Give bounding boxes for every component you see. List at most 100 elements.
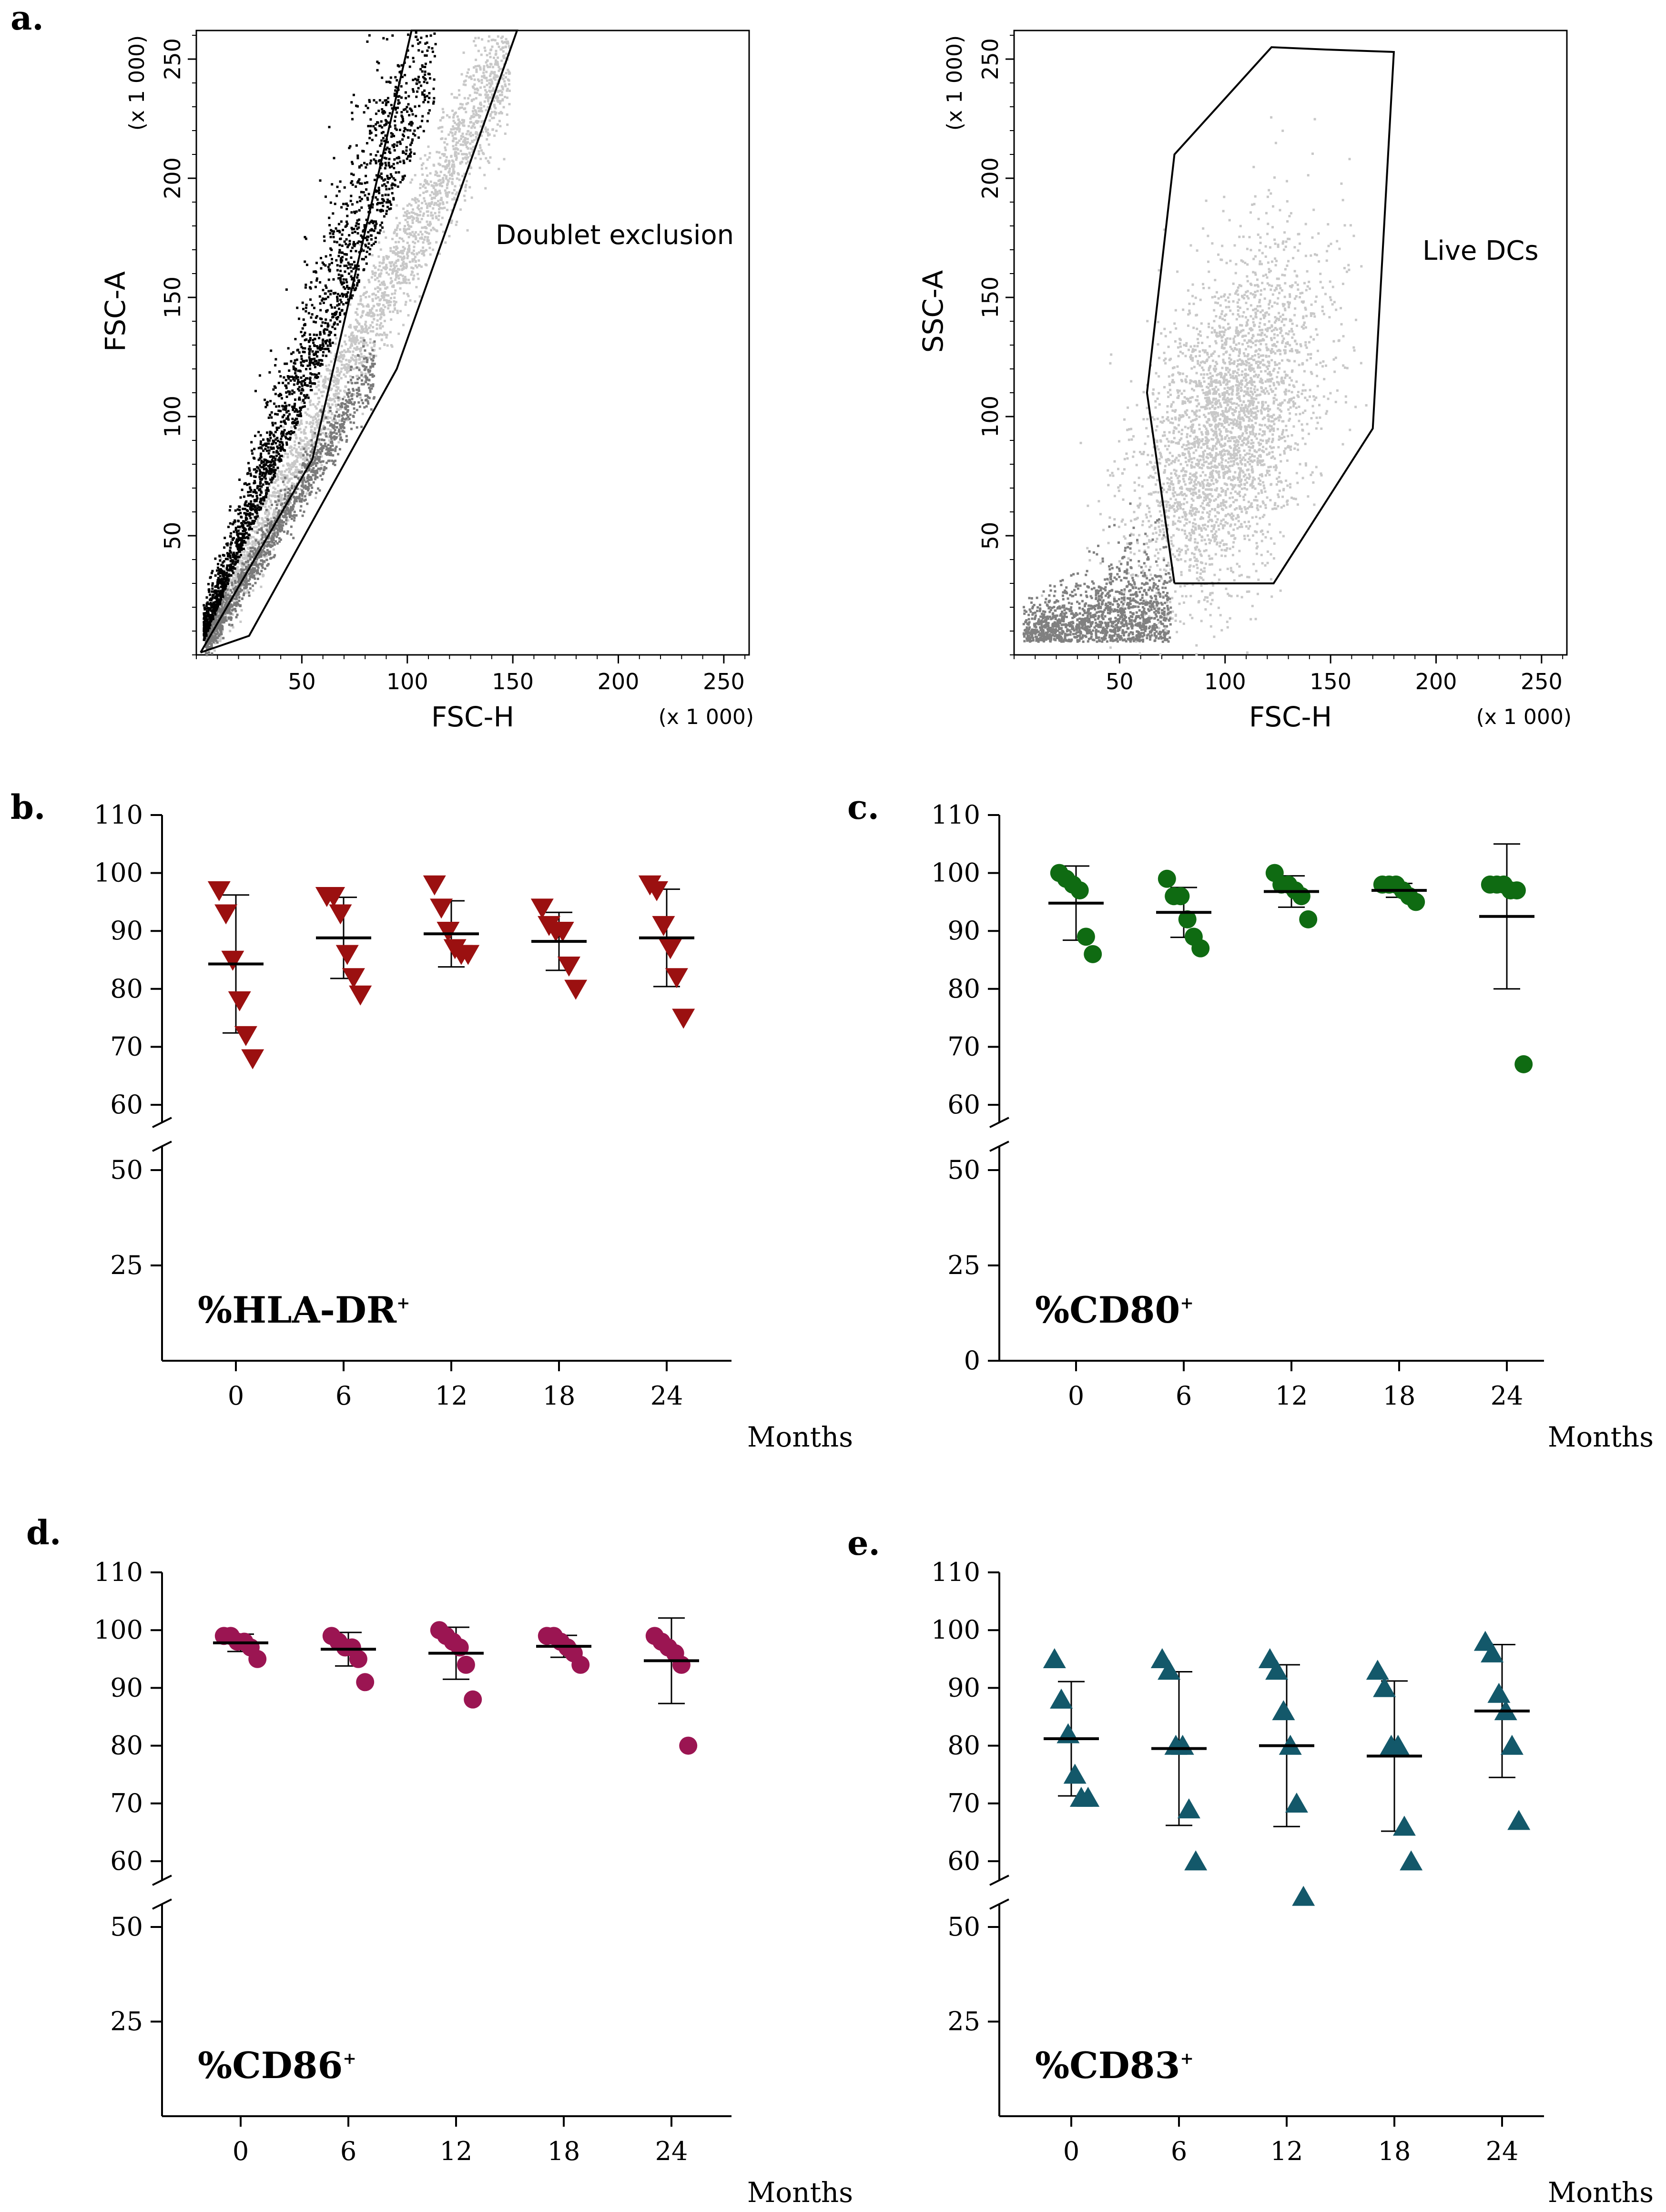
event-singlet: [264, 502, 267, 505]
event-singlet: [391, 345, 394, 348]
event-singlet: [347, 370, 350, 373]
event-singlet: [221, 637, 223, 640]
event-dim: [293, 514, 295, 517]
event-doublet: [218, 580, 221, 582]
event-dim: [350, 378, 353, 381]
event-dim: [354, 382, 357, 385]
event-dim: [289, 492, 292, 495]
event-dim: [269, 544, 272, 547]
event-singlet: [327, 405, 330, 408]
event-dim: [225, 598, 228, 601]
event-singlet: [251, 543, 254, 546]
event-doublet: [340, 281, 343, 284]
event-doublet: [287, 377, 290, 380]
event-singlet: [455, 158, 457, 161]
event-dim: [283, 498, 286, 500]
event-singlet: [454, 131, 457, 133]
event-singlet: [329, 372, 332, 375]
event-singlet: [497, 56, 499, 59]
event-singlet: [298, 469, 301, 472]
event-dim: [318, 438, 321, 441]
event-dim: [257, 547, 259, 550]
event-singlet: [335, 383, 337, 386]
event-singlet: [433, 228, 436, 231]
event-singlet: [454, 151, 457, 153]
event-doublet: [373, 229, 376, 232]
event-dim: [211, 636, 214, 639]
event-singlet: [402, 279, 405, 281]
event-dim: [215, 639, 218, 642]
event-dim: [290, 506, 293, 509]
event-singlet: [276, 473, 279, 476]
event-singlet: [240, 550, 243, 553]
event-doublet: [402, 159, 405, 162]
event-singlet: [417, 240, 419, 243]
event-dim: [273, 543, 276, 546]
event-singlet: [351, 344, 354, 347]
event-singlet: [458, 130, 461, 133]
event-dim: [235, 595, 238, 598]
event-singlet: [301, 465, 304, 468]
event-dim: [301, 514, 304, 517]
event-singlet: [489, 113, 492, 116]
event-singlet: [320, 428, 323, 431]
event-doublet: [295, 358, 298, 361]
event-doublet: [319, 179, 322, 182]
event-singlet: [484, 93, 487, 96]
event-singlet: [405, 263, 408, 265]
event-doublet: [242, 508, 244, 510]
event-singlet: [272, 491, 274, 494]
event-singlet: [412, 249, 415, 252]
event-dim: [254, 547, 256, 550]
event-singlet: [354, 326, 356, 329]
event-singlet: [454, 137, 457, 140]
event-singlet: [358, 347, 361, 350]
event-doublet: [396, 162, 399, 164]
event-singlet: [414, 300, 416, 303]
event-singlet: [390, 318, 393, 321]
event-singlet: [280, 477, 283, 479]
event-doublet: [338, 231, 341, 234]
event-singlet: [399, 251, 402, 254]
event-singlet: [402, 264, 405, 266]
event-singlet: [380, 269, 383, 272]
event-doublet: [377, 202, 379, 204]
event-singlet: [470, 78, 473, 80]
event-singlet: [422, 250, 425, 252]
event-dim: [279, 489, 282, 492]
event-singlet: [340, 345, 343, 347]
event-dim: [342, 413, 345, 416]
event-dim: [219, 608, 222, 611]
event-dim: [311, 463, 314, 466]
event-singlet: [322, 390, 325, 393]
event-doublet: [243, 532, 246, 535]
event-dim: [345, 435, 348, 438]
event-singlet: [242, 584, 244, 587]
event-dim: [267, 537, 270, 540]
event-singlet: [286, 481, 289, 484]
event-dim: [214, 634, 217, 637]
event-dim: [276, 542, 279, 545]
event-singlet: [488, 74, 491, 77]
event-singlet: [371, 321, 374, 324]
event-dim: [282, 480, 284, 483]
event-singlet: [475, 135, 477, 138]
event-dim: [283, 510, 286, 513]
event-singlet: [326, 416, 329, 418]
event-singlet: [398, 222, 401, 224]
event-singlet: [415, 201, 417, 204]
event-singlet: [379, 317, 382, 320]
event-dim: [241, 597, 244, 600]
event-singlet: [359, 350, 362, 353]
event-doublet: [284, 362, 286, 365]
event-doublet: [313, 333, 315, 336]
event-singlet: [363, 292, 366, 295]
event-singlet: [435, 202, 437, 204]
event-singlet: [471, 151, 474, 153]
event-doublet: [222, 582, 225, 585]
event-singlet: [504, 41, 507, 43]
event-singlet: [438, 208, 441, 211]
event-dim: [304, 463, 306, 466]
event-singlet: [443, 141, 446, 144]
event-singlet: [315, 449, 318, 451]
